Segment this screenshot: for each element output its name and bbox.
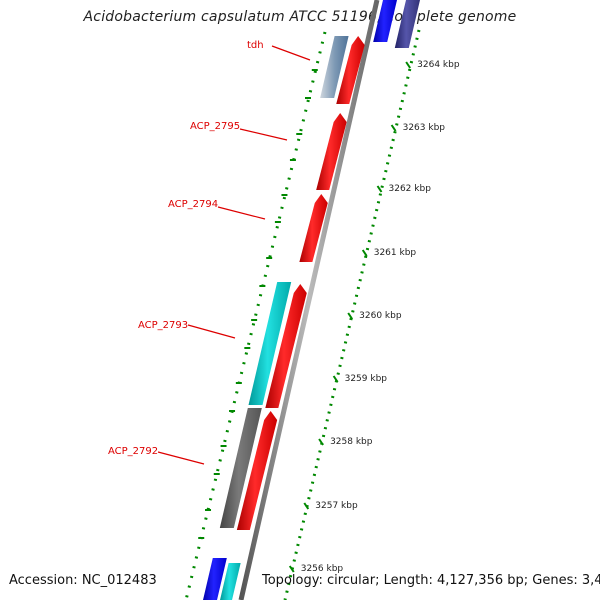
tick-label: 3264 kbp (417, 60, 460, 70)
outer-ruler-line (283, 29, 421, 600)
gene-label-leader (157, 451, 205, 465)
gene-label[interactable]: ACP_2795 (190, 121, 240, 132)
tick-mark (288, 565, 295, 573)
feature-gray-acp-2792[interactable] (219, 408, 262, 528)
tick-label: 3260 kbp (359, 311, 402, 321)
cds-feature-acp-2792[interactable] (236, 411, 278, 530)
gene-label[interactable]: ACP_2792 (108, 446, 158, 457)
cds-feature-acp-2794[interactable] (299, 194, 328, 262)
feature-cyan-acp-2793[interactable] (248, 282, 292, 405)
tick-label: 3257 kbp (315, 501, 358, 511)
tick-label: 3256 kbp (301, 564, 344, 574)
accession-text: Accession: NC_012483 (9, 573, 157, 588)
tick-mark (318, 438, 324, 446)
topology-summary: Topology: circular; Length: 4,127,356 bp… (262, 573, 600, 588)
feature-steel-tdh[interactable] (320, 36, 349, 98)
tick-mark (347, 312, 354, 320)
tick-label: 3258 kbp (330, 437, 373, 447)
gene-label[interactable]: ACP_2794 (168, 199, 218, 210)
tick-mark (361, 249, 368, 257)
cds-feature-tdh[interactable] (336, 36, 365, 104)
gene-label[interactable]: ACP_2793 (138, 320, 188, 331)
feature-navy-top[interactable] (394, 0, 420, 48)
tick-mark (332, 375, 339, 383)
gene-label-leader (239, 128, 288, 141)
gene-label-leader (187, 324, 236, 339)
genome-backbone (238, 0, 380, 600)
gene-label-leader (217, 206, 266, 220)
tick-mark (376, 185, 383, 193)
tick-label: 3263 kbp (403, 123, 446, 133)
tick-mark (303, 502, 310, 510)
cds-feature-acp-2795[interactable] (316, 113, 347, 190)
feature-blue-top[interactable] (373, 0, 397, 42)
tick-label: 3261 kbp (374, 248, 417, 258)
tick-label: 3259 kbp (345, 374, 388, 384)
tick-mark (405, 61, 411, 69)
tick-mark (390, 124, 397, 132)
feature-blue-bottom[interactable] (203, 558, 227, 600)
tick-label: 3262 kbp (389, 184, 432, 194)
gene-label-leader (271, 45, 311, 61)
feature-cyan-bottom[interactable] (220, 563, 241, 600)
gene-label[interactable]: tdh (247, 40, 264, 51)
cds-feature-acp-2793[interactable] (265, 284, 307, 408)
